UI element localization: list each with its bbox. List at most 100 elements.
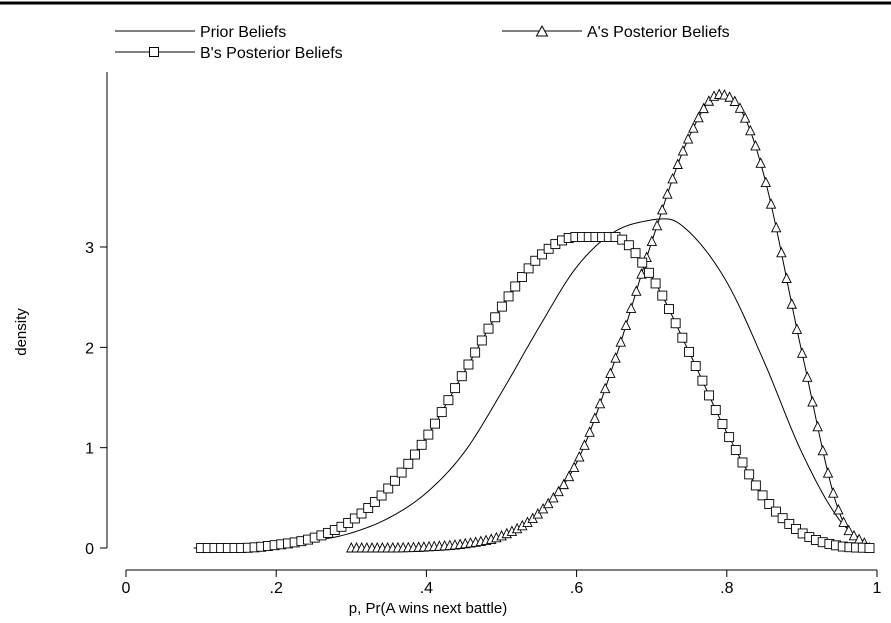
square-marker: [657, 290, 668, 301]
legend-item-prior: Prior Beliefs: [115, 24, 286, 41]
series-line-a-posterior: [351, 93, 870, 549]
x-tick-label: .2: [270, 580, 283, 597]
square-marker: [697, 375, 708, 386]
x-tick-label: .8: [720, 580, 733, 597]
square-marker: [376, 490, 387, 501]
square-marker: [623, 240, 634, 251]
triangle-marker: [636, 268, 647, 279]
triangle-marker: [646, 235, 658, 246]
square-marker: [389, 475, 400, 486]
triangle-marker: [838, 516, 849, 527]
triangle-marker: [781, 272, 792, 283]
y-tick-label: 2: [85, 340, 94, 357]
triangle-marker: [610, 352, 621, 363]
triangle-marker: [625, 302, 637, 313]
triangle-marker: [542, 497, 554, 509]
square-marker: [730, 445, 741, 455]
triangle-marker: [724, 91, 735, 102]
triangle-marker: [760, 176, 772, 188]
triangle-marker: [594, 397, 606, 409]
triangle-marker: [667, 172, 678, 184]
square-marker: [503, 291, 514, 302]
triangle-marker: [734, 102, 746, 113]
triangle-marker: [848, 529, 860, 541]
triangle-marker: [786, 298, 797, 309]
triangle-marker: [827, 487, 839, 498]
square-marker: [416, 439, 427, 450]
legend-item-b-posterior: B's Posterior Beliefs: [115, 45, 343, 62]
triangle-marker: [584, 426, 595, 437]
square-marker: [617, 234, 628, 245]
triangle-marker: [750, 139, 761, 151]
square-marker: [704, 390, 715, 401]
square-marker: [750, 480, 761, 491]
y-tick-label: 3: [85, 240, 94, 257]
square-marker: [737, 457, 748, 468]
triangle-marker: [662, 188, 673, 199]
square-marker: [664, 304, 674, 315]
square-marker: [530, 255, 541, 266]
triangle-marker: [548, 491, 559, 503]
triangle-marker: [719, 89, 730, 100]
legend-prior-label: Prior Beliefs: [200, 24, 286, 41]
axes: 0 1 2 3 0 .2 .4 .6 .8 1: [85, 72, 882, 597]
triangle-marker: [729, 95, 740, 106]
y-axis-title: density: [13, 308, 30, 356]
legend-a-triangle-marker: [535, 24, 549, 37]
triangle-marker: [568, 461, 580, 472]
triangle-marker: [739, 112, 751, 123]
triangle-marker: [698, 102, 709, 114]
triangle-marker: [532, 508, 544, 519]
triangle-marker: [812, 420, 823, 432]
x-tick-label: .4: [420, 580, 433, 597]
square-marker: [363, 503, 374, 513]
triangle-marker: [770, 221, 782, 233]
triangle-marker: [688, 122, 699, 133]
square-marker: [770, 506, 781, 517]
triangle-marker: [574, 451, 585, 462]
square-marker: [450, 383, 461, 394]
triangle-marker: [765, 198, 777, 209]
square-marker: [643, 267, 654, 278]
square-marker: [496, 301, 507, 312]
triangle-marker: [615, 336, 626, 347]
square-marker: [443, 395, 454, 406]
triangle-marker: [605, 367, 616, 378]
square-marker: [650, 278, 661, 289]
triangle-marker: [631, 285, 642, 296]
triangle-marker: [677, 145, 689, 156]
triangle-marker: [745, 124, 756, 136]
triangle-marker: [802, 371, 813, 382]
square-marker: [516, 272, 527, 282]
square-marker: [430, 418, 440, 429]
triangle-marker: [776, 246, 787, 258]
square-marker: [470, 347, 481, 358]
square-marker: [369, 497, 380, 508]
square-marker: [356, 508, 367, 519]
square-marker: [483, 323, 494, 334]
square-marker: [710, 405, 721, 415]
triangle-marker: [791, 323, 803, 334]
triangle-marker: [553, 485, 564, 497]
triangle-marker: [620, 319, 632, 330]
square-marker: [684, 346, 694, 357]
legend-a-label: A's Posterior Beliefs: [587, 24, 730, 41]
triangle-marker: [589, 412, 601, 423]
triangle-marker: [796, 347, 808, 358]
square-marker: [677, 332, 688, 343]
square-marker: [403, 458, 414, 469]
square-marker: [510, 281, 521, 292]
y-tick-label: 0: [85, 541, 94, 558]
square-marker: [537, 249, 547, 260]
square-marker: [423, 429, 434, 440]
legend-b-label: B's Posterior Beliefs: [200, 45, 343, 62]
plot-area: [193, 88, 875, 553]
triangle-marker: [833, 503, 844, 515]
square-marker: [490, 312, 501, 323]
square-marker: [523, 263, 534, 274]
triangle-marker: [682, 133, 694, 144]
triangle-marker: [755, 157, 766, 168]
square-marker: [630, 248, 641, 259]
legend: Prior Beliefs A's Posterior Beliefs B's …: [115, 24, 730, 62]
